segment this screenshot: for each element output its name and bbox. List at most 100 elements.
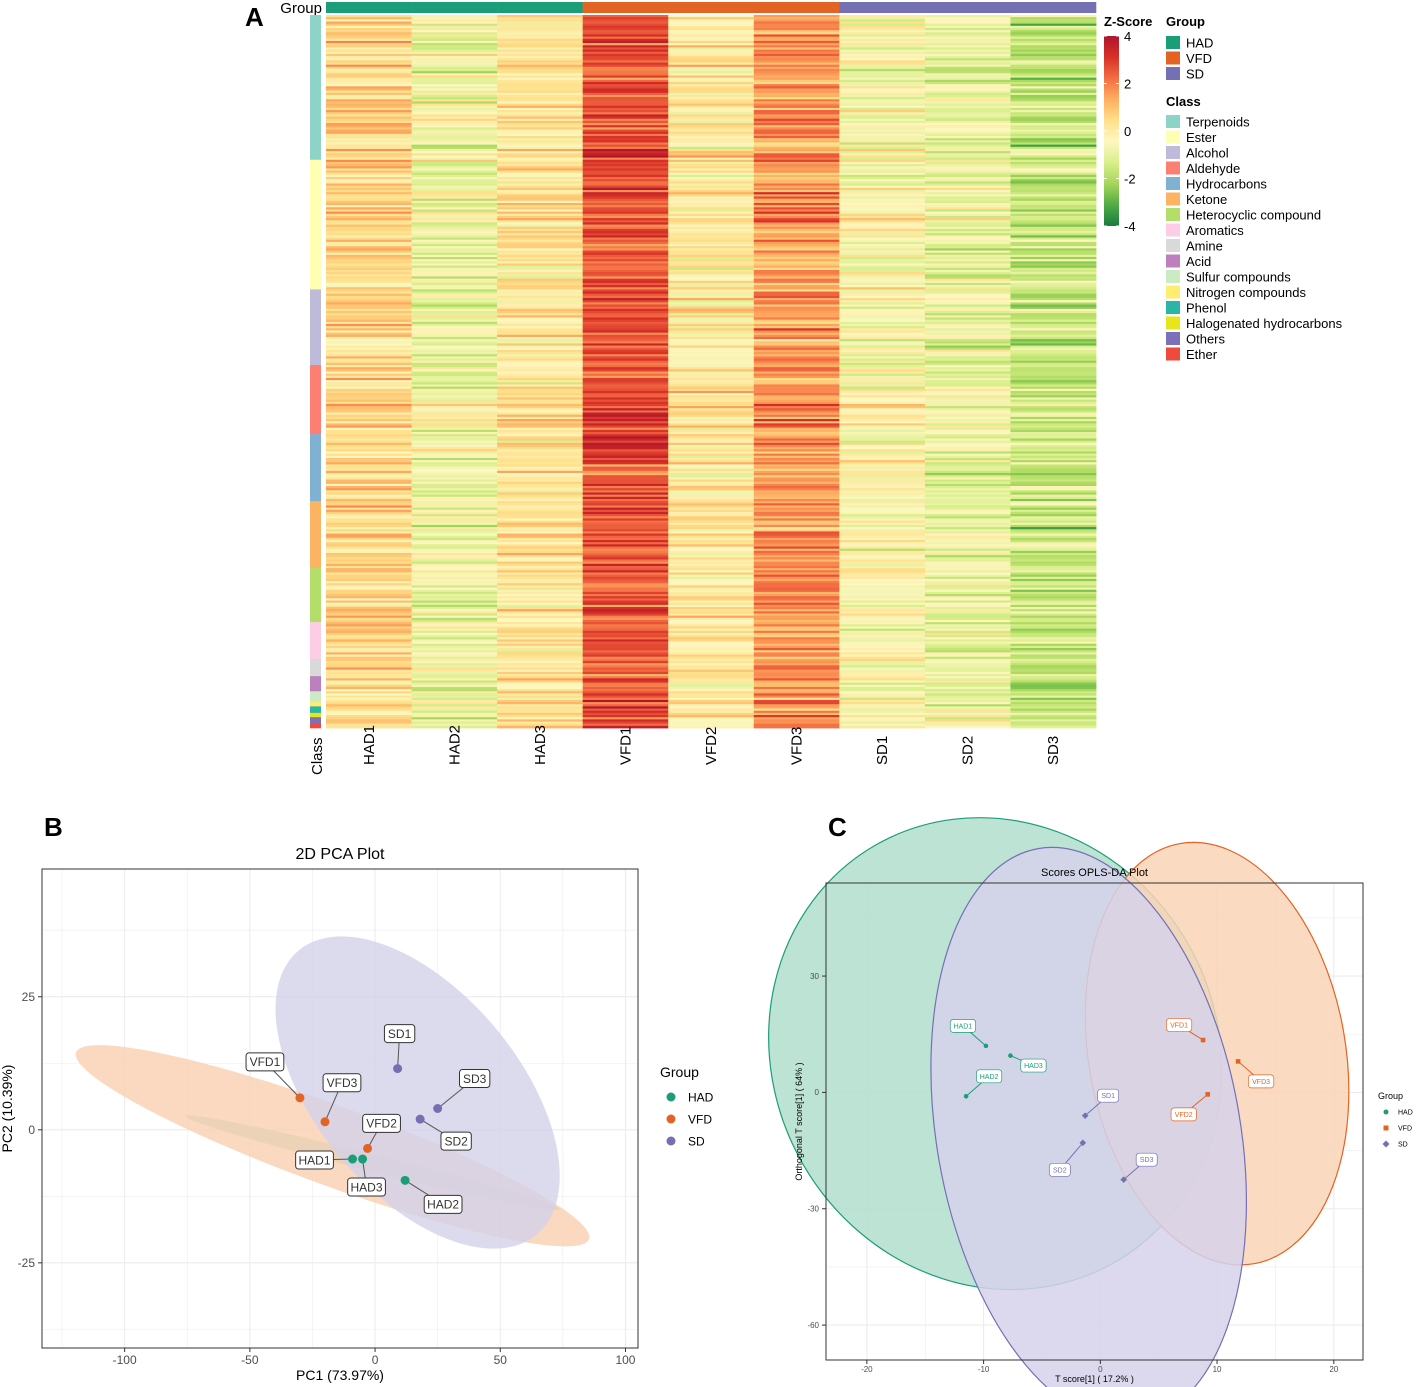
heatmap-cell bbox=[753, 460, 840, 463]
heatmap-cell bbox=[668, 490, 755, 493]
heatmap-cell bbox=[839, 585, 926, 588]
heatmap-cell bbox=[839, 442, 926, 446]
heatmap-cell bbox=[1010, 552, 1097, 556]
heatmap-cell bbox=[497, 285, 584, 288]
heatmap-cell bbox=[839, 492, 926, 496]
heatmap-cell bbox=[753, 397, 840, 400]
heatmap-cell bbox=[924, 267, 1011, 271]
heatmap-cell bbox=[924, 77, 1011, 81]
heatmap-cell bbox=[326, 285, 412, 288]
heatmap-cell bbox=[1010, 475, 1097, 478]
heatmap-cell bbox=[1010, 107, 1097, 111]
heatmap-cell bbox=[411, 678, 498, 681]
heatmap-cell bbox=[1010, 548, 1097, 552]
heatmap-cell bbox=[411, 47, 498, 50]
heatmap-cell bbox=[839, 565, 926, 569]
heatmap-cell bbox=[1010, 650, 1097, 653]
heatmap-cell bbox=[668, 609, 755, 612]
heatmap-cell bbox=[924, 358, 1011, 362]
heatmap-cell bbox=[924, 650, 1011, 653]
heatmap-cell bbox=[582, 107, 669, 111]
group-legend-label: HAD bbox=[1186, 36, 1213, 51]
heatmap-cell bbox=[668, 250, 755, 254]
heatmap-cell bbox=[497, 181, 584, 184]
heatmap-cell bbox=[582, 574, 669, 578]
heatmap-cell bbox=[1010, 380, 1097, 383]
heatmap-cell bbox=[326, 535, 412, 539]
heatmap-cell bbox=[668, 511, 755, 515]
heatmap-cell bbox=[1010, 691, 1097, 694]
class-legend-label: Ether bbox=[1186, 347, 1218, 362]
heatmap-cell bbox=[411, 524, 498, 528]
class-legend-swatch bbox=[1166, 347, 1180, 361]
heatmap-cell bbox=[839, 53, 926, 57]
heatmap-cell bbox=[582, 561, 669, 565]
heatmap-cell bbox=[497, 563, 584, 567]
heatmap-cell bbox=[753, 524, 840, 528]
heatmap-cell bbox=[668, 205, 755, 208]
heatmap-cell bbox=[753, 339, 840, 342]
heatmap-cell bbox=[497, 263, 584, 267]
heatmap-cell bbox=[497, 155, 584, 158]
heatmap-cell bbox=[1010, 505, 1097, 509]
heatmap-cell bbox=[411, 412, 498, 416]
heatmap-cell bbox=[753, 457, 840, 461]
heatmap-cell bbox=[924, 717, 1011, 720]
heatmap-cell bbox=[753, 565, 840, 569]
heatmap-cell bbox=[497, 619, 584, 623]
heatmap-cell bbox=[668, 598, 755, 601]
heatmap-cell bbox=[411, 179, 498, 182]
heatmap-cell bbox=[326, 237, 412, 241]
legend-label: HAD bbox=[688, 1090, 714, 1104]
heatmap-cell bbox=[753, 568, 840, 571]
heatmap-cell bbox=[924, 559, 1011, 563]
heatmap-cell bbox=[668, 123, 755, 126]
heatmap-cell bbox=[326, 518, 412, 521]
class-legend-label: Hydrocarbons bbox=[1186, 177, 1267, 192]
heatmap-cell bbox=[582, 231, 669, 234]
heatmap-cell bbox=[411, 58, 498, 61]
group-bar-vfd bbox=[668, 2, 755, 13]
legend-label: VFD bbox=[688, 1112, 712, 1126]
heatmap-cell bbox=[668, 330, 755, 334]
heatmap-cell bbox=[839, 607, 926, 610]
heatmap-cell bbox=[1010, 462, 1097, 465]
heatmap-cell bbox=[326, 667, 412, 671]
heatmap-cell bbox=[582, 282, 669, 286]
heatmap-cell bbox=[582, 88, 669, 92]
class-legend-swatch bbox=[1166, 301, 1180, 314]
panel-label-c: C bbox=[828, 812, 847, 842]
heatmap-cell bbox=[497, 533, 584, 537]
heatmap-cell bbox=[668, 166, 755, 169]
heatmap-cell bbox=[1010, 624, 1097, 627]
heatmap-cell bbox=[753, 179, 840, 182]
heatmap-cell bbox=[839, 92, 926, 96]
heatmap-cell bbox=[497, 375, 584, 379]
heatmap-cell bbox=[326, 215, 412, 219]
heatmap-cell bbox=[839, 69, 926, 72]
heatmap-cell bbox=[1010, 425, 1097, 429]
heatmap-cell bbox=[411, 222, 498, 225]
heatmap-cell bbox=[753, 88, 840, 92]
heatmap-cell bbox=[411, 32, 498, 35]
heatmap-cell bbox=[924, 200, 1011, 204]
class-legend-swatch bbox=[1166, 177, 1180, 190]
heatmap-cell bbox=[839, 568, 926, 571]
class-bar-segment bbox=[310, 706, 321, 714]
heatmap-cell bbox=[839, 220, 926, 223]
heatmap-cell bbox=[497, 261, 584, 264]
heatmap-cell bbox=[753, 233, 840, 236]
heatmap-cell bbox=[582, 159, 669, 163]
heatmap-cell bbox=[326, 244, 412, 247]
data-point-had bbox=[348, 1154, 358, 1164]
heatmap-cell bbox=[411, 40, 498, 44]
heatmap-cell bbox=[1010, 479, 1097, 483]
heatmap-cell bbox=[497, 477, 584, 480]
heatmap-cell bbox=[924, 455, 1011, 459]
heatmap-cell bbox=[668, 231, 755, 234]
heatmap-cell bbox=[582, 602, 669, 606]
heatmap-cell bbox=[411, 570, 498, 573]
heatmap-cell bbox=[924, 702, 1011, 705]
heatmap-cell bbox=[326, 708, 412, 712]
heatmap-cell bbox=[411, 550, 498, 554]
